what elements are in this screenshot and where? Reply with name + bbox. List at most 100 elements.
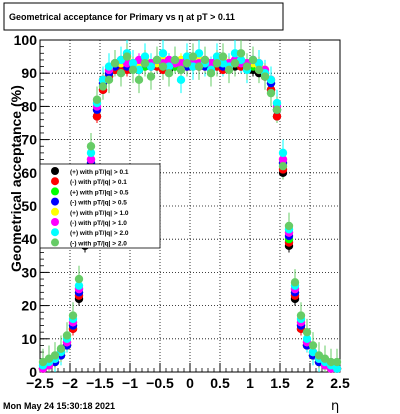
data-point	[290, 278, 300, 287]
legend-label: (-) with pT/|q| > 1.0	[70, 220, 127, 227]
data-point	[326, 357, 336, 367]
y-tick-label: 20	[21, 298, 37, 314]
data-point	[98, 82, 108, 91]
data-point	[308, 341, 318, 350]
x-tick-label: −1	[122, 375, 138, 391]
legend-marker	[51, 197, 59, 206]
data-point	[68, 311, 78, 320]
data-point	[140, 52, 150, 61]
title-box	[3, 2, 284, 31]
data-point	[176, 65, 186, 75]
data-point	[182, 59, 192, 68]
y-tick-labels: 0 10 20 30 40 50 60 70 80 90 100	[14, 32, 38, 380]
y-tick-label: 70	[21, 132, 37, 148]
data-point	[188, 52, 198, 61]
data-point	[218, 52, 228, 61]
data-point	[86, 148, 96, 158]
legend-marker	[51, 207, 59, 216]
data-point	[146, 72, 156, 81]
data-point	[158, 49, 168, 58]
data-point	[296, 311, 306, 320]
data-point	[92, 112, 102, 121]
x-tick-label: 0	[186, 375, 194, 391]
x-tick-label: 1.5	[270, 375, 290, 391]
legend-label: (+) with pT/|q| > 0.1	[70, 169, 129, 176]
legend-box	[39, 163, 161, 249]
legend-label: (-) with pT/|q| > 0.5	[70, 200, 127, 207]
x-tick-labels: −2.5 −2 −1.5 −1 −0.5 0 0.5 1 1.5 2 2.5	[26, 375, 350, 391]
data-point	[50, 351, 60, 360]
data-point	[278, 148, 288, 158]
legend-label: (-) with pT/|q| > 2.0	[70, 240, 127, 247]
data-point	[206, 69, 216, 78]
legend: (+) with pT/|q| > 0.1 (-) with pT/|q| > 0…	[51, 167, 129, 247]
data-point	[134, 65, 144, 75]
data-point	[104, 75, 114, 85]
legend-label: (+) with pT/|q| > 1.0	[70, 210, 129, 217]
data-point	[140, 59, 150, 68]
legend-marker	[51, 177, 59, 186]
legend-marker	[51, 238, 59, 247]
timestamp: Mon May 24 15:30:18 2021	[3, 401, 115, 411]
data-point	[92, 95, 102, 104]
chart-title: Geometrical acceptance for Primary vs η …	[9, 12, 235, 22]
data-point	[230, 49, 240, 58]
y-tick-label: 40	[21, 231, 37, 247]
data-point	[110, 59, 120, 68]
data-point	[176, 75, 186, 85]
data-point	[212, 52, 222, 61]
grid	[40, 40, 340, 372]
data-point	[56, 344, 66, 353]
data-point	[272, 112, 282, 121]
data-point	[278, 161, 288, 171]
data-point	[128, 59, 138, 68]
data-point	[74, 281, 84, 290]
data-point	[212, 59, 222, 68]
y-axis-label: Geometrical acceptance (%)	[8, 85, 24, 272]
y-tick-label: 80	[21, 98, 37, 114]
data-point	[164, 69, 174, 78]
x-axis-label: η	[331, 399, 339, 414]
x-tick-label: 1	[246, 375, 254, 391]
legend-marker	[51, 167, 59, 175]
y-tick-label: 60	[21, 165, 37, 181]
data-point	[248, 55, 258, 65]
data-point	[134, 75, 144, 85]
data-point	[194, 62, 204, 71]
y-tick-label: 50	[21, 198, 37, 214]
data-point	[200, 55, 210, 65]
data-point	[164, 62, 174, 71]
x-tick-label: 0.5	[210, 375, 230, 391]
x-tick-label: 2	[306, 375, 314, 391]
x-tick-label: −2.5	[26, 375, 54, 391]
y-tick-label: 10	[21, 331, 37, 347]
data-point	[128, 65, 138, 75]
data-point	[224, 65, 234, 75]
data-point	[158, 62, 168, 71]
data-point	[278, 155, 288, 164]
x-tick-label: −1.5	[86, 375, 114, 391]
data-point	[284, 221, 294, 231]
data-point	[98, 75, 108, 85]
data-point	[230, 59, 240, 68]
data-point	[86, 142, 96, 151]
data-points	[38, 49, 342, 373]
legend-label: (+) with pT/|q| > 0.5	[70, 189, 129, 196]
y-tick-label: 90	[21, 65, 37, 81]
data-point	[254, 65, 264, 75]
data-point	[122, 52, 132, 61]
y-tick-label: 0	[29, 364, 37, 380]
data-point	[272, 105, 282, 114]
data-point	[170, 55, 180, 65]
y-tick-label: 100	[14, 32, 38, 48]
data-point	[182, 52, 192, 61]
data-point	[302, 327, 312, 337]
data-point	[74, 274, 84, 284]
data-point	[302, 334, 312, 343]
data-point	[332, 357, 342, 367]
y-tick-label: 30	[21, 264, 37, 280]
x-tick-label: 2.5	[330, 375, 350, 391]
x-tick-label: −0.5	[146, 375, 174, 391]
data-point	[266, 88, 276, 98]
